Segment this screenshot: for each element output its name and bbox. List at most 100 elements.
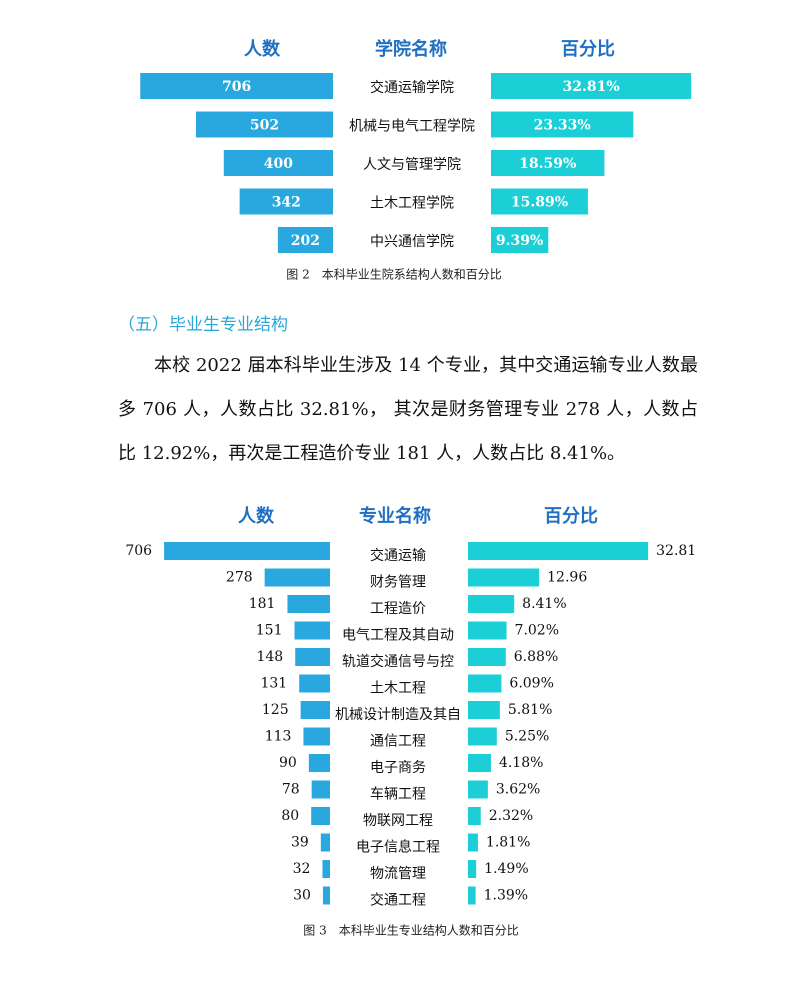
- percent-label: 5.25%: [505, 729, 549, 745]
- count-bar: [311, 780, 330, 799]
- category-label: 土木工程学院: [370, 196, 454, 212]
- percent-bar: [491, 150, 605, 176]
- count-label: 90: [279, 755, 297, 771]
- percent-bar: [491, 188, 588, 215]
- count-label: 39: [291, 835, 309, 851]
- percent-bar: [468, 886, 476, 905]
- category-label: 物流管理: [370, 866, 426, 882]
- category-label: 交通工程: [370, 892, 426, 909]
- category-label: 机械设计制造及其自: [335, 707, 461, 723]
- count-bar: [264, 568, 330, 587]
- count-label: 502: [250, 118, 279, 134]
- percent-label: 18.59%: [519, 156, 576, 172]
- category-label: 机械与电气工程学院: [349, 119, 475, 135]
- percent-bar: [468, 701, 500, 719]
- category-label: 电子商务: [370, 760, 426, 776]
- percent-bar: [468, 595, 515, 613]
- category-label: 财务管理: [370, 575, 426, 591]
- category-label: 车辆工程: [370, 786, 426, 803]
- caption: 图 3 本科毕业生专业结构人数和百分比: [303, 923, 518, 938]
- header: 专业名称: [359, 505, 431, 527]
- count-bar: [311, 807, 330, 825]
- percent-bar: [468, 727, 497, 746]
- percent-label: 12.96: [547, 570, 587, 586]
- percent-bar: [468, 807, 481, 825]
- percent-bar: [468, 833, 478, 852]
- count-label: 80: [281, 808, 299, 824]
- count-label: 151: [256, 623, 283, 639]
- header: 学院名称: [375, 38, 447, 60]
- percent-bar: [468, 674, 502, 693]
- count-label: 148: [256, 649, 283, 665]
- count-label: 706: [125, 543, 152, 559]
- percent-bar: [491, 227, 549, 253]
- percent-label: 2.32%: [489, 808, 533, 824]
- count-label: 78: [282, 782, 300, 798]
- category-label: 交通运输: [370, 547, 426, 564]
- percent-label: 5.81%: [508, 702, 552, 718]
- count-label: 706: [222, 79, 251, 95]
- category-label: 轨道交通信号与控: [342, 653, 454, 670]
- percent-bar: [491, 73, 692, 99]
- count-bar: [223, 150, 333, 176]
- percent-bar: [468, 754, 491, 772]
- count-bar: [300, 701, 330, 719]
- category-label: 中兴通信学院: [370, 234, 454, 250]
- count-label: 400: [264, 156, 293, 172]
- category-label: 土木工程: [370, 681, 426, 697]
- category-label: 交通运输学院: [370, 79, 454, 96]
- count-label: 30: [293, 888, 311, 904]
- category-label: 人文与管理学院: [363, 157, 461, 173]
- section-heading: （五）毕业生专业结构: [118, 315, 288, 335]
- percent-label: 9.39%: [496, 233, 543, 249]
- percent-label: 1.81%: [486, 835, 530, 851]
- percent-label: 7.02%: [515, 623, 559, 639]
- count-label: 113: [265, 729, 292, 745]
- caption: 图 2 本科毕业生院系结构人数和百分比: [286, 267, 501, 282]
- count-bar: [287, 595, 330, 613]
- count-label: 278: [226, 570, 253, 586]
- percent-label: 1.39%: [484, 888, 528, 904]
- count-bar: [277, 227, 333, 253]
- header: 人数: [238, 505, 275, 527]
- percent-label: 32.81%: [562, 79, 619, 95]
- percent-bar: [468, 780, 488, 799]
- count-bar: [195, 111, 333, 138]
- percent-bar: [468, 568, 540, 587]
- count-label: 125: [262, 702, 289, 718]
- count-label: 342: [272, 195, 301, 211]
- percent-label: 23.33%: [534, 118, 591, 134]
- percent-bar: [468, 542, 649, 560]
- percent-bar: [468, 621, 507, 640]
- count-bar: [320, 833, 330, 852]
- count-bar: [295, 648, 330, 666]
- percent-label: 15.89%: [511, 195, 568, 211]
- count-bar: [239, 188, 333, 215]
- count-bar: [303, 727, 330, 746]
- count-bar: [164, 542, 330, 560]
- count-bar: [294, 621, 330, 640]
- count-bar: [299, 674, 330, 693]
- category-label: 工程造价: [370, 601, 426, 617]
- count-bar: [322, 886, 330, 905]
- count-label: 202: [291, 233, 320, 249]
- header: 百分比: [561, 39, 615, 60]
- count-bar: [322, 860, 330, 878]
- percent-bar: [468, 648, 506, 666]
- count-bar: [140, 73, 333, 99]
- percent-label: 32.81: [656, 543, 696, 559]
- percent-label: 6.88%: [514, 649, 558, 665]
- paragraph: 本校 2022 届本科毕业生涉及 14 个专业，其中交通运输专业人数最多 706…: [118, 355, 698, 464]
- header: 百分比: [544, 506, 598, 527]
- count-label: 131: [260, 676, 287, 692]
- category-label: 电气工程及其自动: [342, 628, 454, 644]
- category-label: 电子信息工程: [356, 839, 440, 856]
- category-label: 物联网工程: [363, 813, 433, 829]
- percent-bar: [468, 860, 477, 878]
- percent-label: 8.41%: [522, 596, 566, 612]
- percent-label: 4.18%: [499, 755, 543, 771]
- category-label: 通信工程: [370, 734, 426, 750]
- count-bar: [308, 754, 330, 772]
